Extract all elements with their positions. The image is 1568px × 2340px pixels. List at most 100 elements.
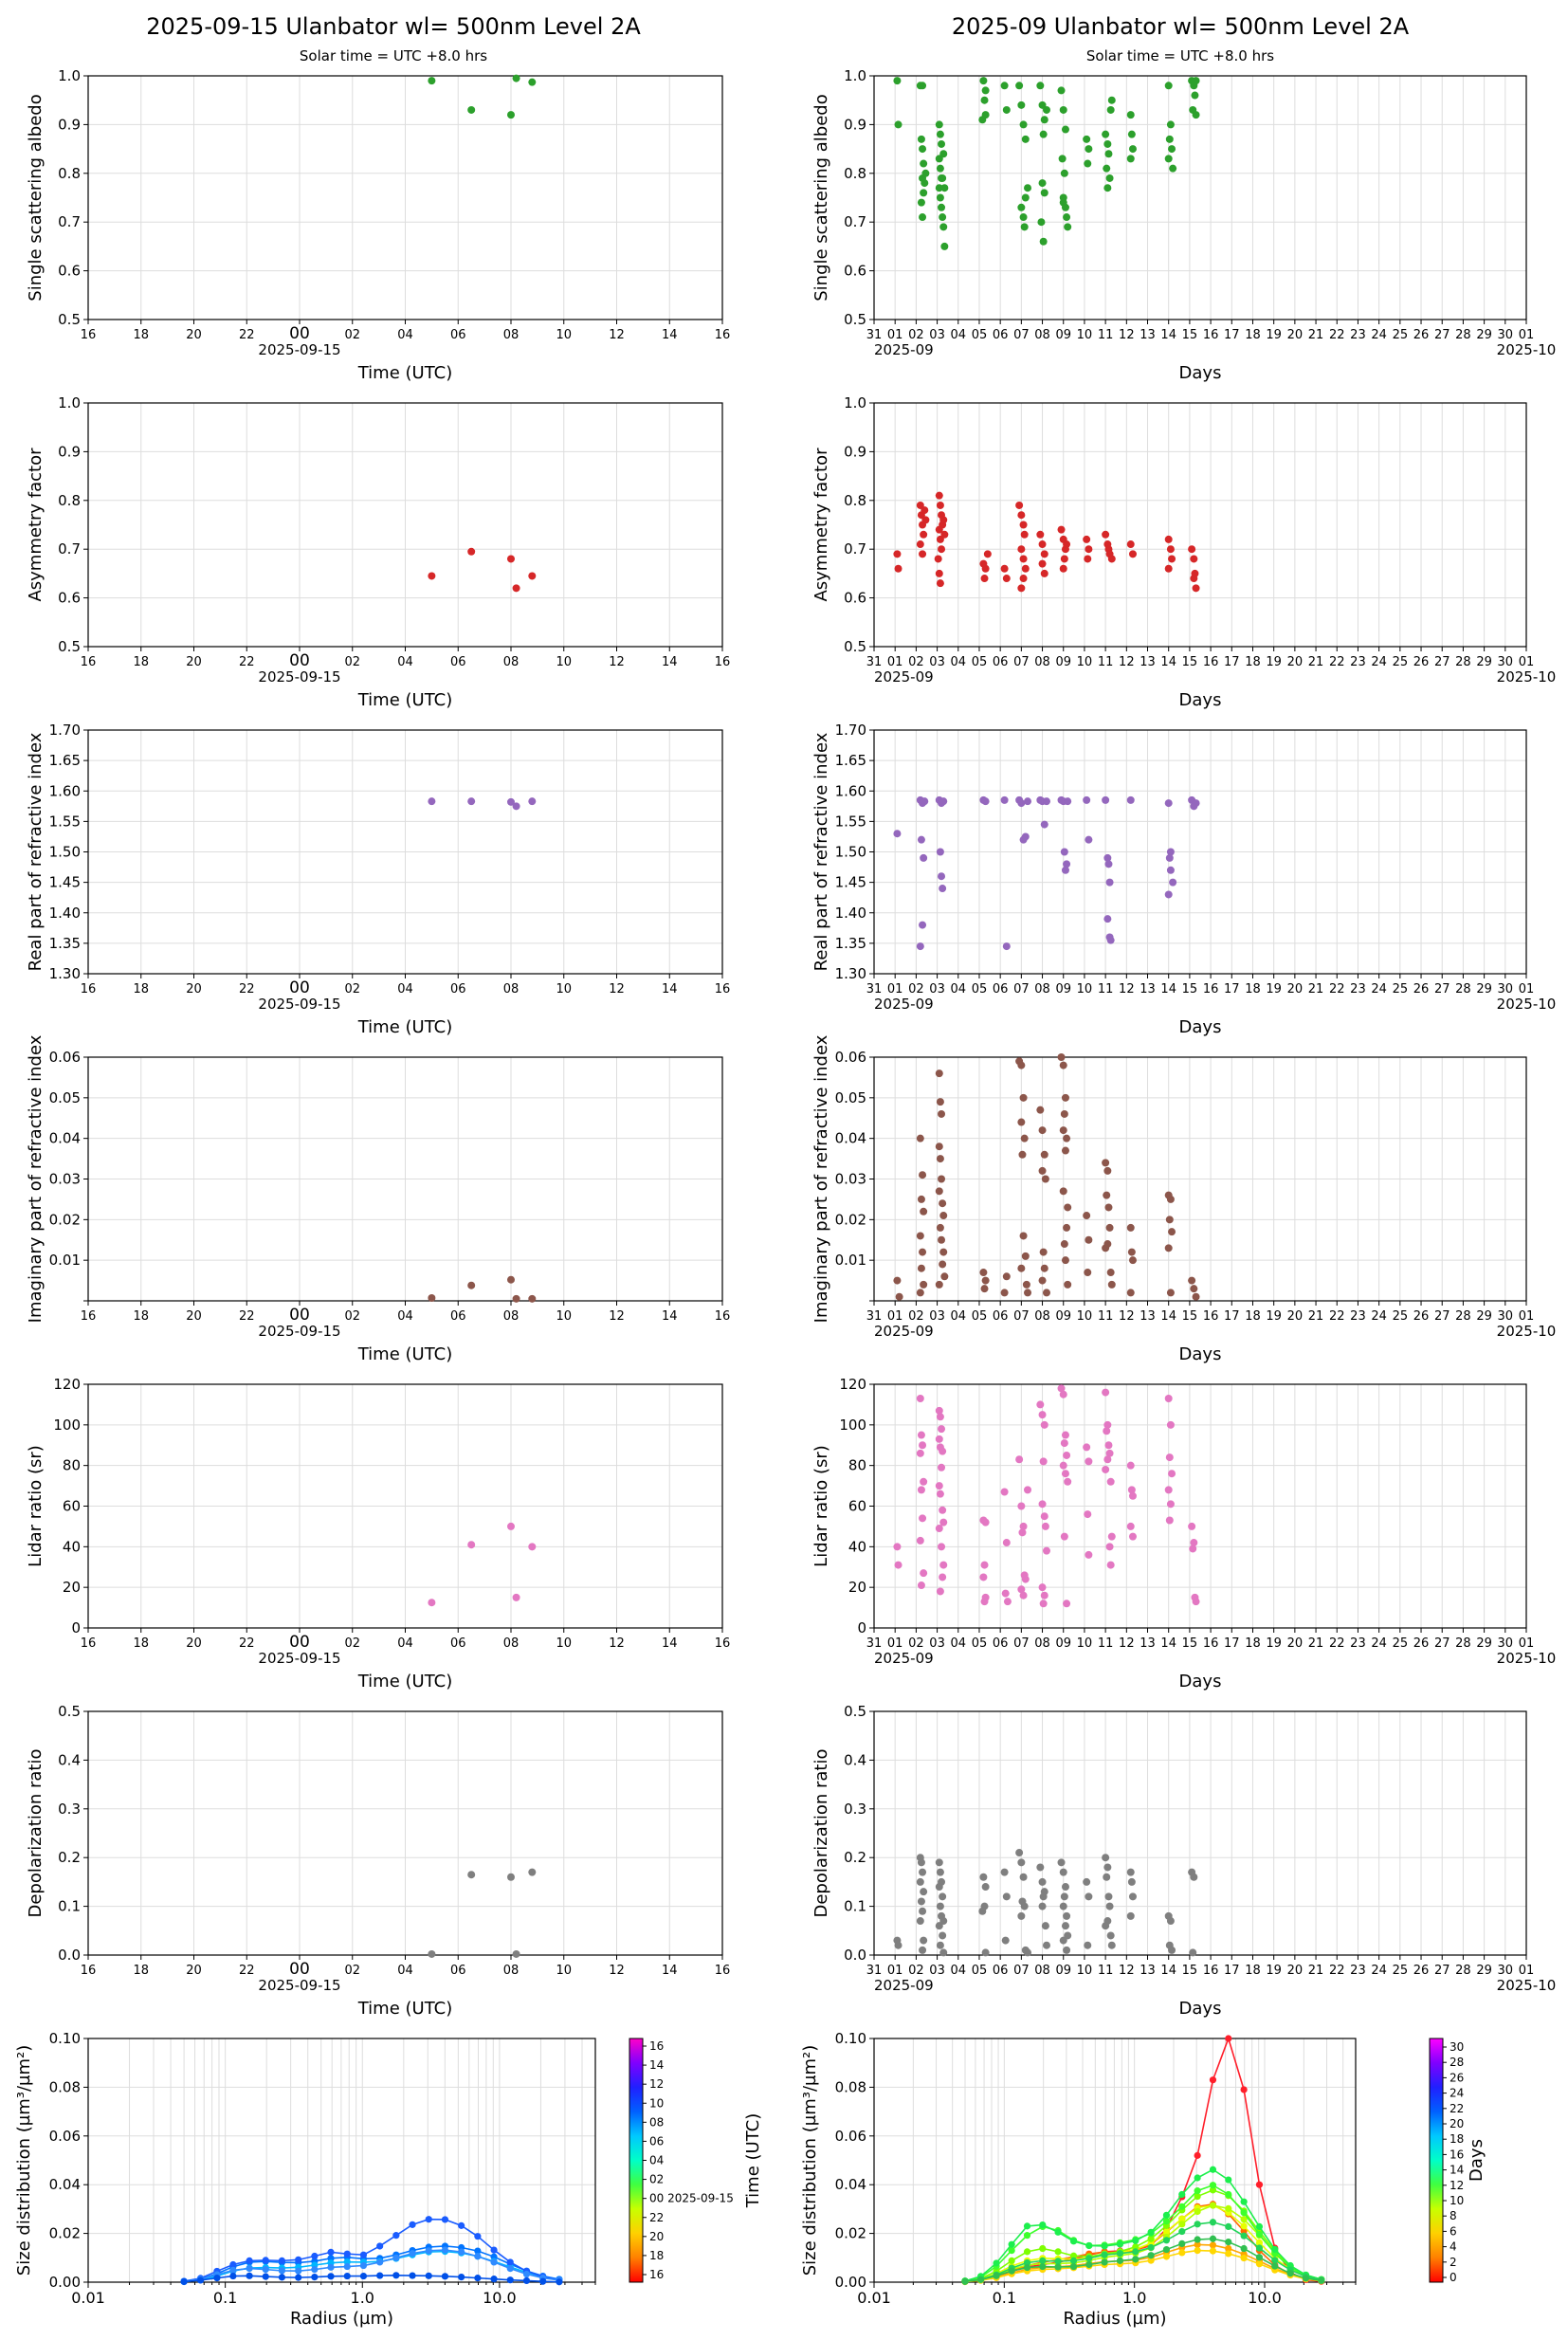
x-tick-label: 17 (1224, 655, 1240, 669)
x-date-label: 2025-09-15 (258, 1650, 340, 1667)
data-point (1017, 203, 1026, 211)
x-axis-label: Days (1179, 1017, 1222, 1037)
data-point (1038, 559, 1047, 568)
data-point (1192, 799, 1200, 808)
data-point (939, 1506, 947, 1514)
data-point (1040, 1264, 1048, 1272)
data-point (921, 506, 929, 515)
data-point (893, 1543, 902, 1551)
x-tick-label: 10 (1077, 1964, 1093, 1978)
data-point (1166, 1500, 1175, 1508)
y-tick-label: 0.01 (49, 1252, 81, 1269)
data-point (528, 1294, 537, 1303)
x-tick-label: 02 (908, 1309, 924, 1324)
data-point (919, 1441, 927, 1450)
data-point (1102, 1159, 1110, 1167)
data-point (1106, 936, 1115, 944)
series-point (1240, 2086, 1248, 2093)
series-point (506, 2258, 514, 2266)
series-point (278, 2257, 286, 2264)
colorbar-tick-label: 22 (1449, 2102, 1464, 2115)
series-point (474, 2253, 482, 2260)
data-point (428, 572, 436, 580)
x-tick-label: 20 (1287, 655, 1304, 669)
data-point (1039, 1457, 1048, 1466)
series-point (506, 2265, 514, 2273)
x-tick-label: 00 (289, 978, 310, 997)
series-point (490, 2276, 498, 2283)
data-point (936, 1155, 944, 1163)
data-point (1126, 155, 1135, 163)
colorbar-tick-label: 14 (649, 2058, 664, 2072)
x-tick-label: 08 (1034, 328, 1050, 342)
x-tick-label: 05 (972, 328, 988, 342)
data-point (1126, 1522, 1135, 1530)
data-point (1024, 1486, 1032, 1494)
data-point (936, 1413, 944, 1421)
data-point (428, 797, 436, 806)
data-point (1061, 1256, 1069, 1265)
data-point (935, 1187, 943, 1196)
x-tick-label: 14 (662, 1309, 678, 1324)
x-tick-label: 06 (993, 655, 1009, 669)
x-tick-label: 30 (1498, 1964, 1514, 1978)
x-start-date-label: 2025-09 (874, 668, 934, 686)
data-point (1063, 1600, 1071, 1608)
series-point (1101, 2242, 1108, 2250)
data-point (940, 184, 949, 192)
data-point (939, 174, 947, 182)
data-point (916, 1134, 924, 1143)
data-point (1038, 1276, 1047, 1285)
data-point (1021, 1252, 1030, 1260)
y-axis-label: Real part of refractive index (26, 732, 46, 971)
series-point (490, 2246, 498, 2254)
series-point (246, 2257, 253, 2264)
data-point (1166, 1420, 1175, 1429)
series-point (1116, 2257, 1124, 2264)
data-point (939, 516, 948, 524)
data-point (1104, 860, 1113, 868)
series-point (1162, 2211, 1171, 2219)
series-point (1255, 2239, 1264, 2246)
data-point (894, 1941, 903, 1949)
data-point (1168, 1228, 1176, 1236)
series-point (1023, 2263, 1031, 2272)
colorbar-tick-label: 18 (649, 2249, 664, 2262)
y-tick-label: 0.10 (835, 2030, 866, 2047)
data-point (1020, 530, 1029, 539)
data-point (894, 564, 903, 573)
x-tick-label: 08 (1034, 982, 1050, 996)
series-point (409, 2250, 416, 2258)
data-point (1041, 1922, 1049, 1930)
data-point (919, 1907, 927, 1915)
data-point (428, 1294, 436, 1303)
data-point (1190, 575, 1198, 583)
y-tick-label: 0.9 (58, 116, 81, 133)
data-point (1003, 1598, 1012, 1606)
series-point (1162, 2237, 1171, 2244)
y-tick-label: 1.65 (835, 752, 866, 769)
data-point (1057, 86, 1066, 95)
data-point (1000, 1488, 1009, 1496)
data-point (1057, 1053, 1066, 1061)
data-point (1063, 1946, 1071, 1954)
data-point (1019, 213, 1028, 222)
x-tick-label: 01 (887, 982, 903, 996)
x-tick-label: 29 (1476, 1309, 1492, 1324)
series-point (1178, 2221, 1186, 2228)
data-point (1103, 1166, 1112, 1175)
colorbar-tick-label: 16 (649, 2268, 664, 2281)
x-tick-label: 18 (133, 655, 149, 669)
x-start-date-label: 2025-09 (874, 1977, 934, 1994)
y-tick-label: 20 (63, 1579, 81, 1596)
y-tick-label: 0.8 (844, 492, 866, 509)
y-tick-label: 0.08 (835, 2078, 866, 2095)
x-tick-label: 02 (908, 1964, 924, 1978)
x-tick-label: 02 (344, 328, 360, 342)
data-point (935, 120, 943, 129)
x-tick-label: 04 (951, 982, 967, 996)
x-tick-label: 24 (1371, 328, 1387, 342)
data-point (1017, 1858, 1026, 1867)
data-point (1190, 1285, 1198, 1293)
series-point (1240, 2222, 1248, 2230)
